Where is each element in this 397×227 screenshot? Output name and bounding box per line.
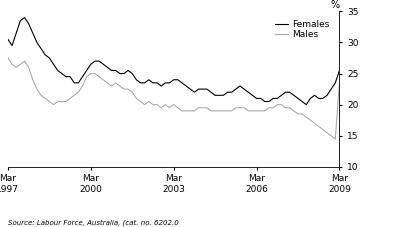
Text: Source: Labour Force, Australia, (cat. no. 6202.0: Source: Labour Force, Australia, (cat. n… bbox=[8, 219, 179, 226]
Legend: Females, Males: Females, Males bbox=[274, 19, 330, 40]
Text: %: % bbox=[330, 0, 339, 10]
